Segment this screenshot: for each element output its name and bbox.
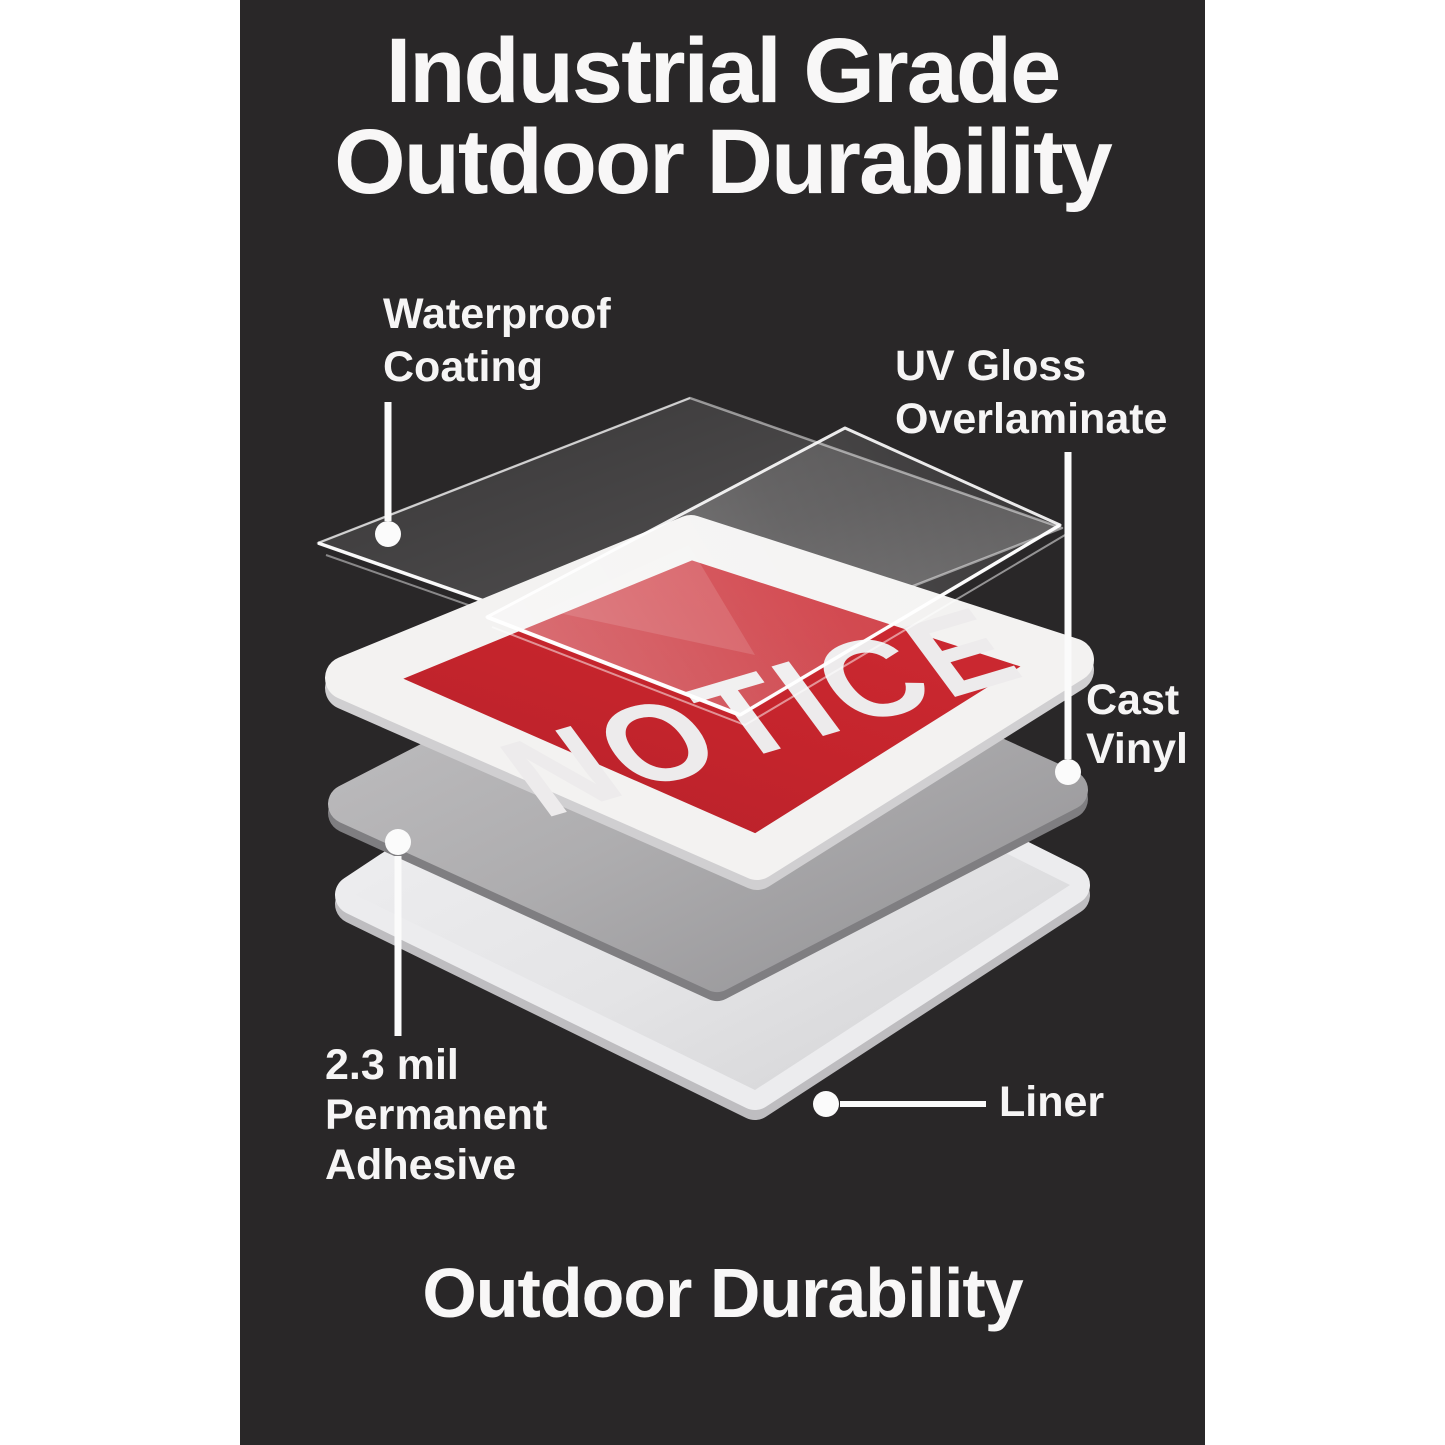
waterproof-leader xyxy=(375,402,401,547)
uv-gloss-dot xyxy=(1055,759,1081,785)
uv-gloss-label-line-1: UV Gloss xyxy=(895,342,1087,390)
liner-dot xyxy=(813,1091,839,1117)
cast-vinyl-label-line-2: Vinyl xyxy=(1086,725,1188,773)
adhesive-label-line-2: Permanent xyxy=(325,1091,548,1139)
cast-vinyl-label: Cast Vinyl xyxy=(1086,676,1188,774)
liner-label: Liner xyxy=(999,1076,1104,1129)
cast-vinyl-label-line-1: Cast xyxy=(1086,676,1180,724)
adhesive-label-line-3: Adhesive xyxy=(325,1141,517,1189)
footer-title-text: Outdoor Durability xyxy=(422,1254,1023,1332)
uv-gloss-sheet-layer xyxy=(485,426,1066,727)
page-title-line-2: Outdoor Durability xyxy=(334,111,1113,213)
waterproof-coating-label: Waterproof Coating xyxy=(383,288,611,394)
waterproof-label-line-2: Coating xyxy=(383,343,544,391)
footer-title: Outdoor Durability xyxy=(240,1256,1205,1330)
waterproof-label-line-1: Waterproof xyxy=(383,290,611,338)
adhesive-dot xyxy=(385,829,411,855)
waterproof-dot xyxy=(375,521,401,547)
leader-lines xyxy=(375,402,1081,1117)
adhesive-label-line-1: 2.3 mil xyxy=(325,1041,459,1089)
uv-gloss-label-line-2: Overlaminate xyxy=(895,395,1168,443)
uv-gloss-overlaminate-label: UV Gloss Overlaminate xyxy=(895,340,1167,446)
page-title: Industrial Grade Outdoor Durability xyxy=(240,20,1205,213)
uv-gloss-leader xyxy=(1055,452,1081,785)
permanent-adhesive-label: 2.3 mil Permanent Adhesive xyxy=(325,1040,547,1190)
liner-leader xyxy=(813,1091,986,1117)
adhesive-leader xyxy=(385,829,411,1036)
page-title-line-1: Industrial Grade xyxy=(385,20,1062,122)
liner-label-text: Liner xyxy=(999,1078,1105,1126)
